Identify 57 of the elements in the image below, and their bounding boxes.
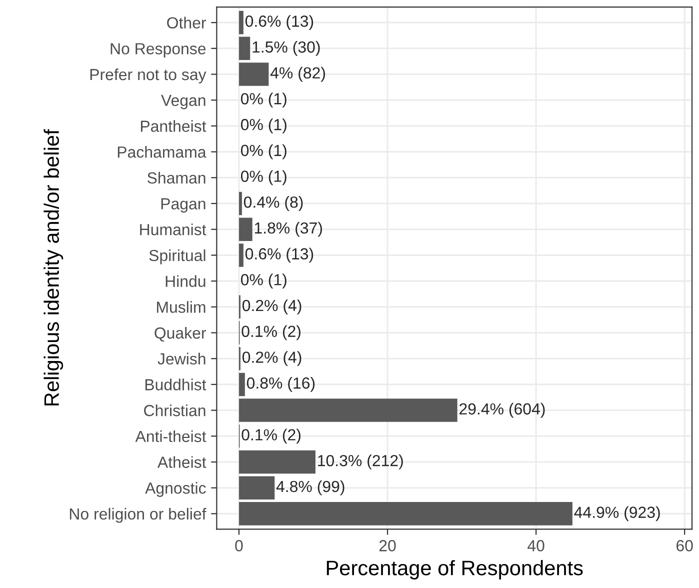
data-label: 0.2% (4) bbox=[242, 299, 302, 314]
y-tick-label: Anti-theist bbox=[135, 430, 206, 442]
x-tick-label: 40 bbox=[528, 540, 544, 552]
y-tick-label: Prefer not to say bbox=[90, 68, 206, 84]
y-tick-label: Muslim bbox=[157, 301, 206, 313]
bar bbox=[238, 36, 250, 60]
data-label: 0% (1) bbox=[240, 170, 286, 186]
y-tick-label: Pagan bbox=[161, 198, 206, 213]
x-axis-title: Percentage of Respondents bbox=[326, 560, 583, 580]
bar bbox=[238, 244, 244, 267]
y-tick-label: No Response bbox=[110, 43, 206, 58]
y-tick-label: Atheist bbox=[157, 456, 206, 468]
x-tick-label: 20 bbox=[379, 540, 396, 552]
y-tick-label: Vegan bbox=[161, 94, 206, 110]
x-tick-label: 60 bbox=[676, 540, 693, 552]
data-label: 0% (1) bbox=[240, 274, 286, 288]
y-tick-label: Agnostic bbox=[145, 482, 206, 497]
data-label: 0.2% (4) bbox=[242, 351, 302, 366]
data-label: 0.1% (2) bbox=[242, 428, 300, 444]
y-tick-label: Christian bbox=[144, 404, 206, 416]
data-label: 29.4% (604) bbox=[460, 402, 545, 418]
data-label: 0.8% (16) bbox=[246, 377, 315, 392]
bar bbox=[238, 476, 275, 500]
bar bbox=[238, 372, 245, 396]
y-tick-label: Pachamama bbox=[118, 146, 206, 158]
x-tick-label: 0 bbox=[235, 540, 243, 552]
data-label: 0.1% (2) bbox=[242, 325, 300, 340]
bar bbox=[238, 398, 458, 422]
y-tick-label: No religion or belief bbox=[70, 508, 206, 523]
data-label: 1.8% (37) bbox=[254, 222, 322, 237]
data-label: 0% (1) bbox=[240, 144, 286, 160]
data-label: 0.6% (13) bbox=[245, 248, 314, 263]
data-label: 0.6% (13) bbox=[245, 15, 314, 30]
y-tick-label: Other bbox=[167, 16, 206, 29]
data-label: 10.3% (212) bbox=[318, 454, 403, 470]
data-label: 44.9% (923) bbox=[574, 506, 660, 522]
y-tick-label: Humanist bbox=[140, 224, 206, 236]
y-axis-title: Religious identity and/or belief bbox=[44, 129, 64, 406]
data-label: 4.8% (99) bbox=[276, 480, 344, 496]
y-tick-label: Buddhist bbox=[145, 378, 206, 390]
y-tick-label: Hindu bbox=[166, 275, 206, 287]
bar bbox=[238, 502, 572, 526]
bar bbox=[238, 10, 244, 34]
data-label: 0.4% (8) bbox=[244, 196, 303, 211]
bar bbox=[238, 192, 242, 216]
bar bbox=[238, 218, 252, 241]
y-tick-label: Jewish bbox=[158, 352, 206, 365]
y-tick-label: Quaker bbox=[154, 326, 206, 342]
y-tick-label: Shaman bbox=[148, 172, 206, 184]
y-tick-label: Pantheist bbox=[140, 120, 206, 132]
data-label: 0% (1) bbox=[240, 118, 286, 134]
bar bbox=[238, 62, 269, 86]
bar bbox=[238, 450, 316, 474]
data-label: 0% (1) bbox=[240, 92, 286, 108]
y-tick-label: Spiritual bbox=[149, 249, 206, 264]
data-label: 4% (82) bbox=[270, 66, 325, 82]
data-label: 1.5% (30) bbox=[252, 40, 320, 56]
